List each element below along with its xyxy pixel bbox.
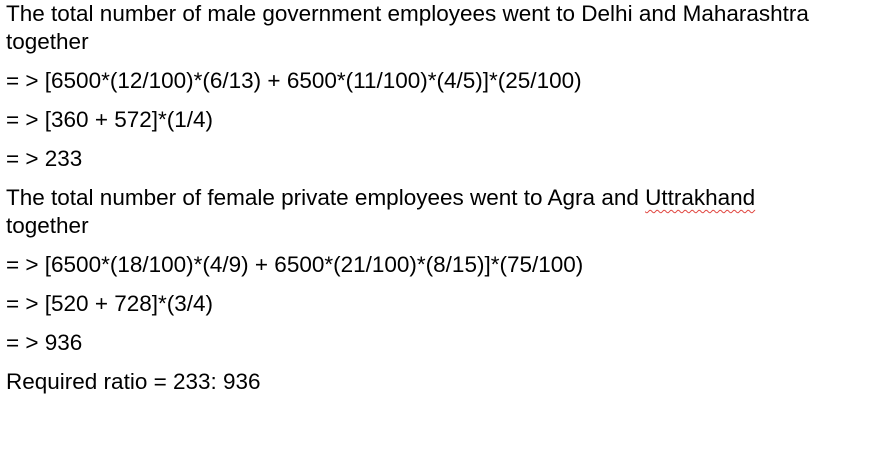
part1-step2: = > [360 + 572]*(1/4)	[6, 107, 214, 132]
part1-heading-line1: The total number of male government empl…	[6, 1, 809, 26]
spellcheck-word[interactable]: Uttrakhand	[645, 185, 756, 210]
part2-heading: The total number of female private emplo…	[6, 184, 892, 240]
part1-step1: = > [6500*(12/100)*(6/13) + 6500*(11/100…	[6, 68, 582, 93]
required-ratio: Required ratio = 233: 936	[6, 369, 261, 394]
part2-heading-line1: The total number of female private emplo…	[6, 184, 892, 212]
part2-heading-line2: together	[6, 213, 89, 238]
part1-heading-line2: together	[6, 29, 89, 54]
document-body: The total number of male government empl…	[6, 0, 892, 407]
part2-step1: = > [6500*(18/100)*(4/9) + 6500*(21/100)…	[6, 252, 584, 277]
part1-heading: The total number of male government empl…	[6, 0, 892, 56]
part2-step2: = > [520 + 728]*(3/4)	[6, 291, 214, 316]
part1-result: = > 233	[6, 146, 83, 171]
part2-result: = > 936	[6, 330, 83, 355]
part2-heading-text: The total number of female private emplo…	[6, 185, 646, 210]
